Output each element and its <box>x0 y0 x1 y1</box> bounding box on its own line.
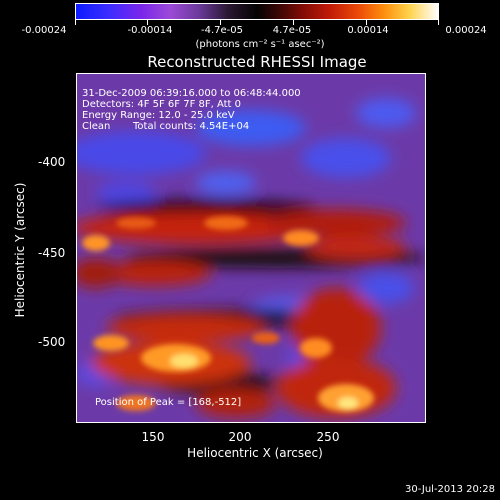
colorbar-tick <box>147 20 148 25</box>
colorbar-tick-label: 0.00014 <box>347 25 389 36</box>
total-counts-text: Total counts: 4.54E+04 <box>133 121 250 132</box>
time-range-text: 31-Dec-2009 06:39:16.000 to 06:48:44.000 <box>82 88 301 99</box>
energy-range-text: Energy Range: 12.0 - 25.0 keV <box>82 110 235 121</box>
algorithm-text: Clean <box>82 121 111 132</box>
plot-title: Reconstructed RHESSI Image <box>147 53 367 71</box>
colorbar-tick-label: 4.7e-05 <box>272 25 312 36</box>
x-axis-label: Heliocentric X (arcsec) <box>187 446 323 460</box>
colorbar-tick <box>293 20 294 25</box>
colorbar <box>75 3 439 20</box>
colorbar-tick-label: -4.7e-05 <box>201 25 243 36</box>
colorbar-tick <box>366 20 367 25</box>
colorbar-tick <box>220 20 221 25</box>
colorbar-tick <box>75 20 76 25</box>
peak-position-text: Position of Peak = [168,-512] <box>95 397 242 408</box>
datestamp: 30-Jul-2013 20:28 <box>404 484 495 495</box>
x-tick-label: 200 <box>228 430 252 444</box>
colorbar-tick <box>438 20 439 25</box>
y-tick-label: -500 <box>38 335 66 349</box>
colorbar-tick-label: 0.00024 <box>445 25 487 36</box>
colorbar-tick-label: -0.00014 <box>127 25 173 36</box>
y-axis-label: Heliocentric Y (arcsec) <box>13 182 27 318</box>
x-tick-label: 250 <box>316 430 340 444</box>
colorbar-units: (photons cm⁻² s⁻¹ asec⁻²) <box>195 39 325 50</box>
y-tick-label: -400 <box>38 155 66 169</box>
y-tick-label: -450 <box>38 246 66 260</box>
rhessi-image <box>76 73 426 423</box>
x-tick-label: 150 <box>141 430 165 444</box>
colorbar-tick-label: -0.00024 <box>21 25 67 36</box>
detectors-text: Detectors: 4F 5F 6F 7F 8F, Att 0 <box>82 99 242 110</box>
